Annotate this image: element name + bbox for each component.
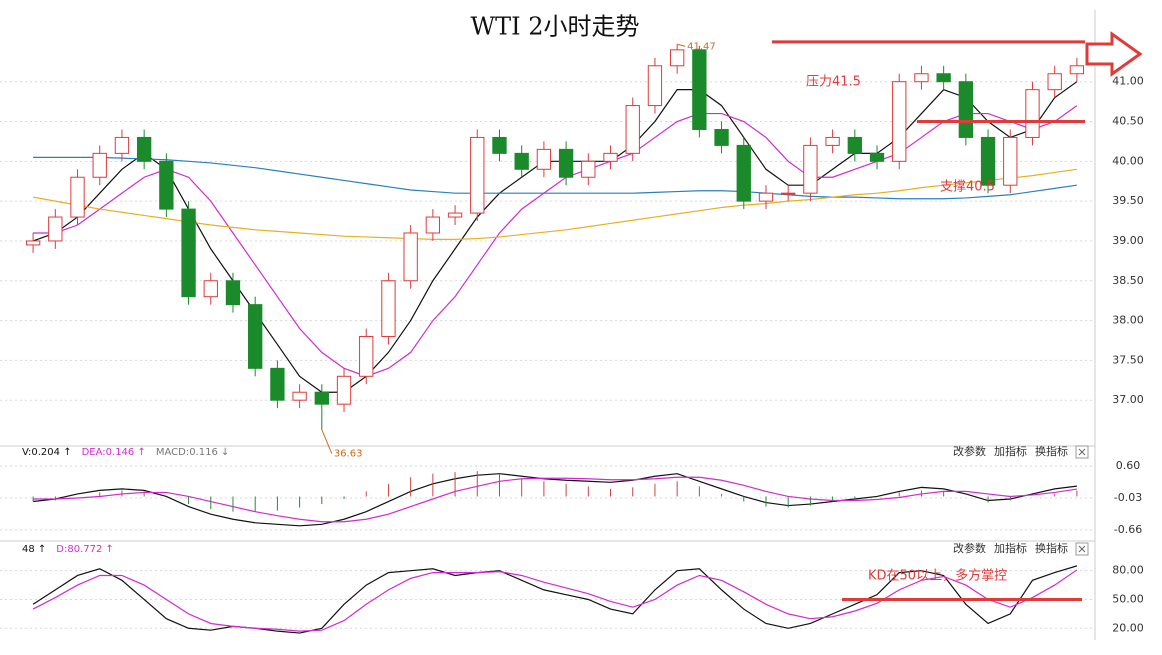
y-tick-label: 50.00: [1112, 592, 1144, 605]
annotation: 41.47: [687, 41, 716, 52]
candle-body: [1047, 73, 1062, 91]
candle-body: [581, 160, 596, 178]
indicator-line: [32, 168, 1077, 240]
candle-body: [914, 73, 929, 83]
y-tick-label: 80.00: [1112, 564, 1144, 577]
chart-title: WTI 2小时走势: [470, 13, 639, 41]
indicator-button[interactable]: 加指标: [994, 541, 1027, 555]
candle-body: [25, 240, 41, 246]
candle-body: [314, 391, 329, 405]
candle-body: [825, 136, 840, 146]
y-tick-label: 37.00: [1112, 393, 1144, 406]
level-label: 支撑40.5: [940, 180, 995, 195]
y-tick-label: 40.50: [1112, 115, 1144, 128]
candle-body: [359, 335, 374, 377]
y-tick-label: 38.00: [1112, 314, 1144, 327]
indicator-line: [32, 565, 1078, 634]
y-tick-label: 38.50: [1112, 274, 1144, 287]
candle-body: [692, 49, 707, 130]
candle-body: [159, 160, 174, 210]
candle-body: [803, 144, 818, 194]
close-icon: [1078, 545, 1086, 553]
candle-body: [1069, 65, 1085, 75]
candle-body: [892, 81, 907, 162]
indicator-button[interactable]: 加指标: [994, 444, 1027, 458]
candle-body: [48, 216, 63, 242]
y-tick-label: 39.00: [1112, 234, 1144, 247]
annotation-pointer: [677, 43, 686, 47]
annotation: 36.63: [334, 449, 363, 460]
candle-body: [203, 280, 218, 298]
candle-body: [92, 152, 107, 178]
indicator-button[interactable]: 改参数: [953, 541, 986, 555]
candle-body: [958, 81, 974, 138]
legend-entry: D:80.772 ↑: [56, 544, 114, 555]
candle-body: [781, 192, 796, 195]
legend-entry: MACD:0.116 ↓: [156, 447, 230, 458]
indicator-line: [33, 156, 1077, 200]
arrow-icon: [1085, 31, 1143, 77]
y-tick-label: 39.50: [1112, 194, 1144, 207]
candle-body: [625, 105, 640, 154]
legend-entry: 48 ↑: [22, 544, 46, 555]
indicator-button[interactable]: 换指标: [1035, 444, 1068, 458]
legend-entry: V:0.204 ↑: [22, 447, 72, 458]
candle-body: [847, 136, 862, 154]
candle-body: [470, 136, 485, 214]
candle-body: [603, 152, 618, 162]
annotation-pointer: [321, 429, 333, 454]
legend-entry: DEA:0.146 ↑: [82, 447, 146, 458]
candle-body: [669, 49, 685, 67]
indicator-button[interactable]: 改参数: [953, 444, 986, 458]
candle-body: [980, 136, 996, 186]
candle-body: [403, 232, 418, 282]
level-label: KD在50以上，多方掌控: [868, 568, 1007, 584]
candle-body: [336, 375, 352, 405]
candle-body: [492, 136, 507, 154]
candle-body: [758, 192, 774, 202]
candle-body: [225, 280, 241, 306]
candle-body: [1003, 136, 1018, 186]
y-tick-label: 40.00: [1112, 154, 1144, 167]
candle-body: [936, 73, 951, 83]
candle-body: [647, 65, 663, 107]
candle-body: [114, 136, 130, 154]
y-tick-label: -0.66: [1114, 523, 1142, 536]
candle-body: [514, 152, 529, 170]
candle-body: [714, 128, 729, 146]
indicator-line: [33, 473, 1077, 527]
indicator-line: [32, 569, 1078, 632]
candle-body: [381, 280, 396, 337]
candle-body: [1025, 89, 1040, 138]
close-icon: [1078, 448, 1086, 456]
y-tick-label: 37.50: [1112, 353, 1144, 366]
candle-body: [558, 148, 574, 178]
y-tick-label: 20.00: [1112, 621, 1144, 634]
candle-body: [292, 391, 307, 401]
y-tick-label: 0.60: [1116, 459, 1141, 472]
candle-body: [736, 144, 751, 202]
y-tick-label: 41.00: [1112, 75, 1144, 88]
candle-body: [447, 212, 463, 218]
candle-body: [270, 367, 285, 401]
candle-body: [181, 208, 196, 298]
indicator-button[interactable]: 换指标: [1035, 541, 1068, 555]
level-label: 压力41.5: [806, 75, 861, 90]
y-tick-label: -0.03: [1114, 491, 1142, 504]
candle-body: [869, 152, 885, 162]
candle-body: [248, 304, 263, 369]
candle-body: [536, 148, 552, 170]
indicator-line: [33, 476, 1077, 523]
candle-body: [136, 136, 152, 162]
candle-body: [70, 176, 85, 218]
candle-body: [425, 216, 441, 234]
